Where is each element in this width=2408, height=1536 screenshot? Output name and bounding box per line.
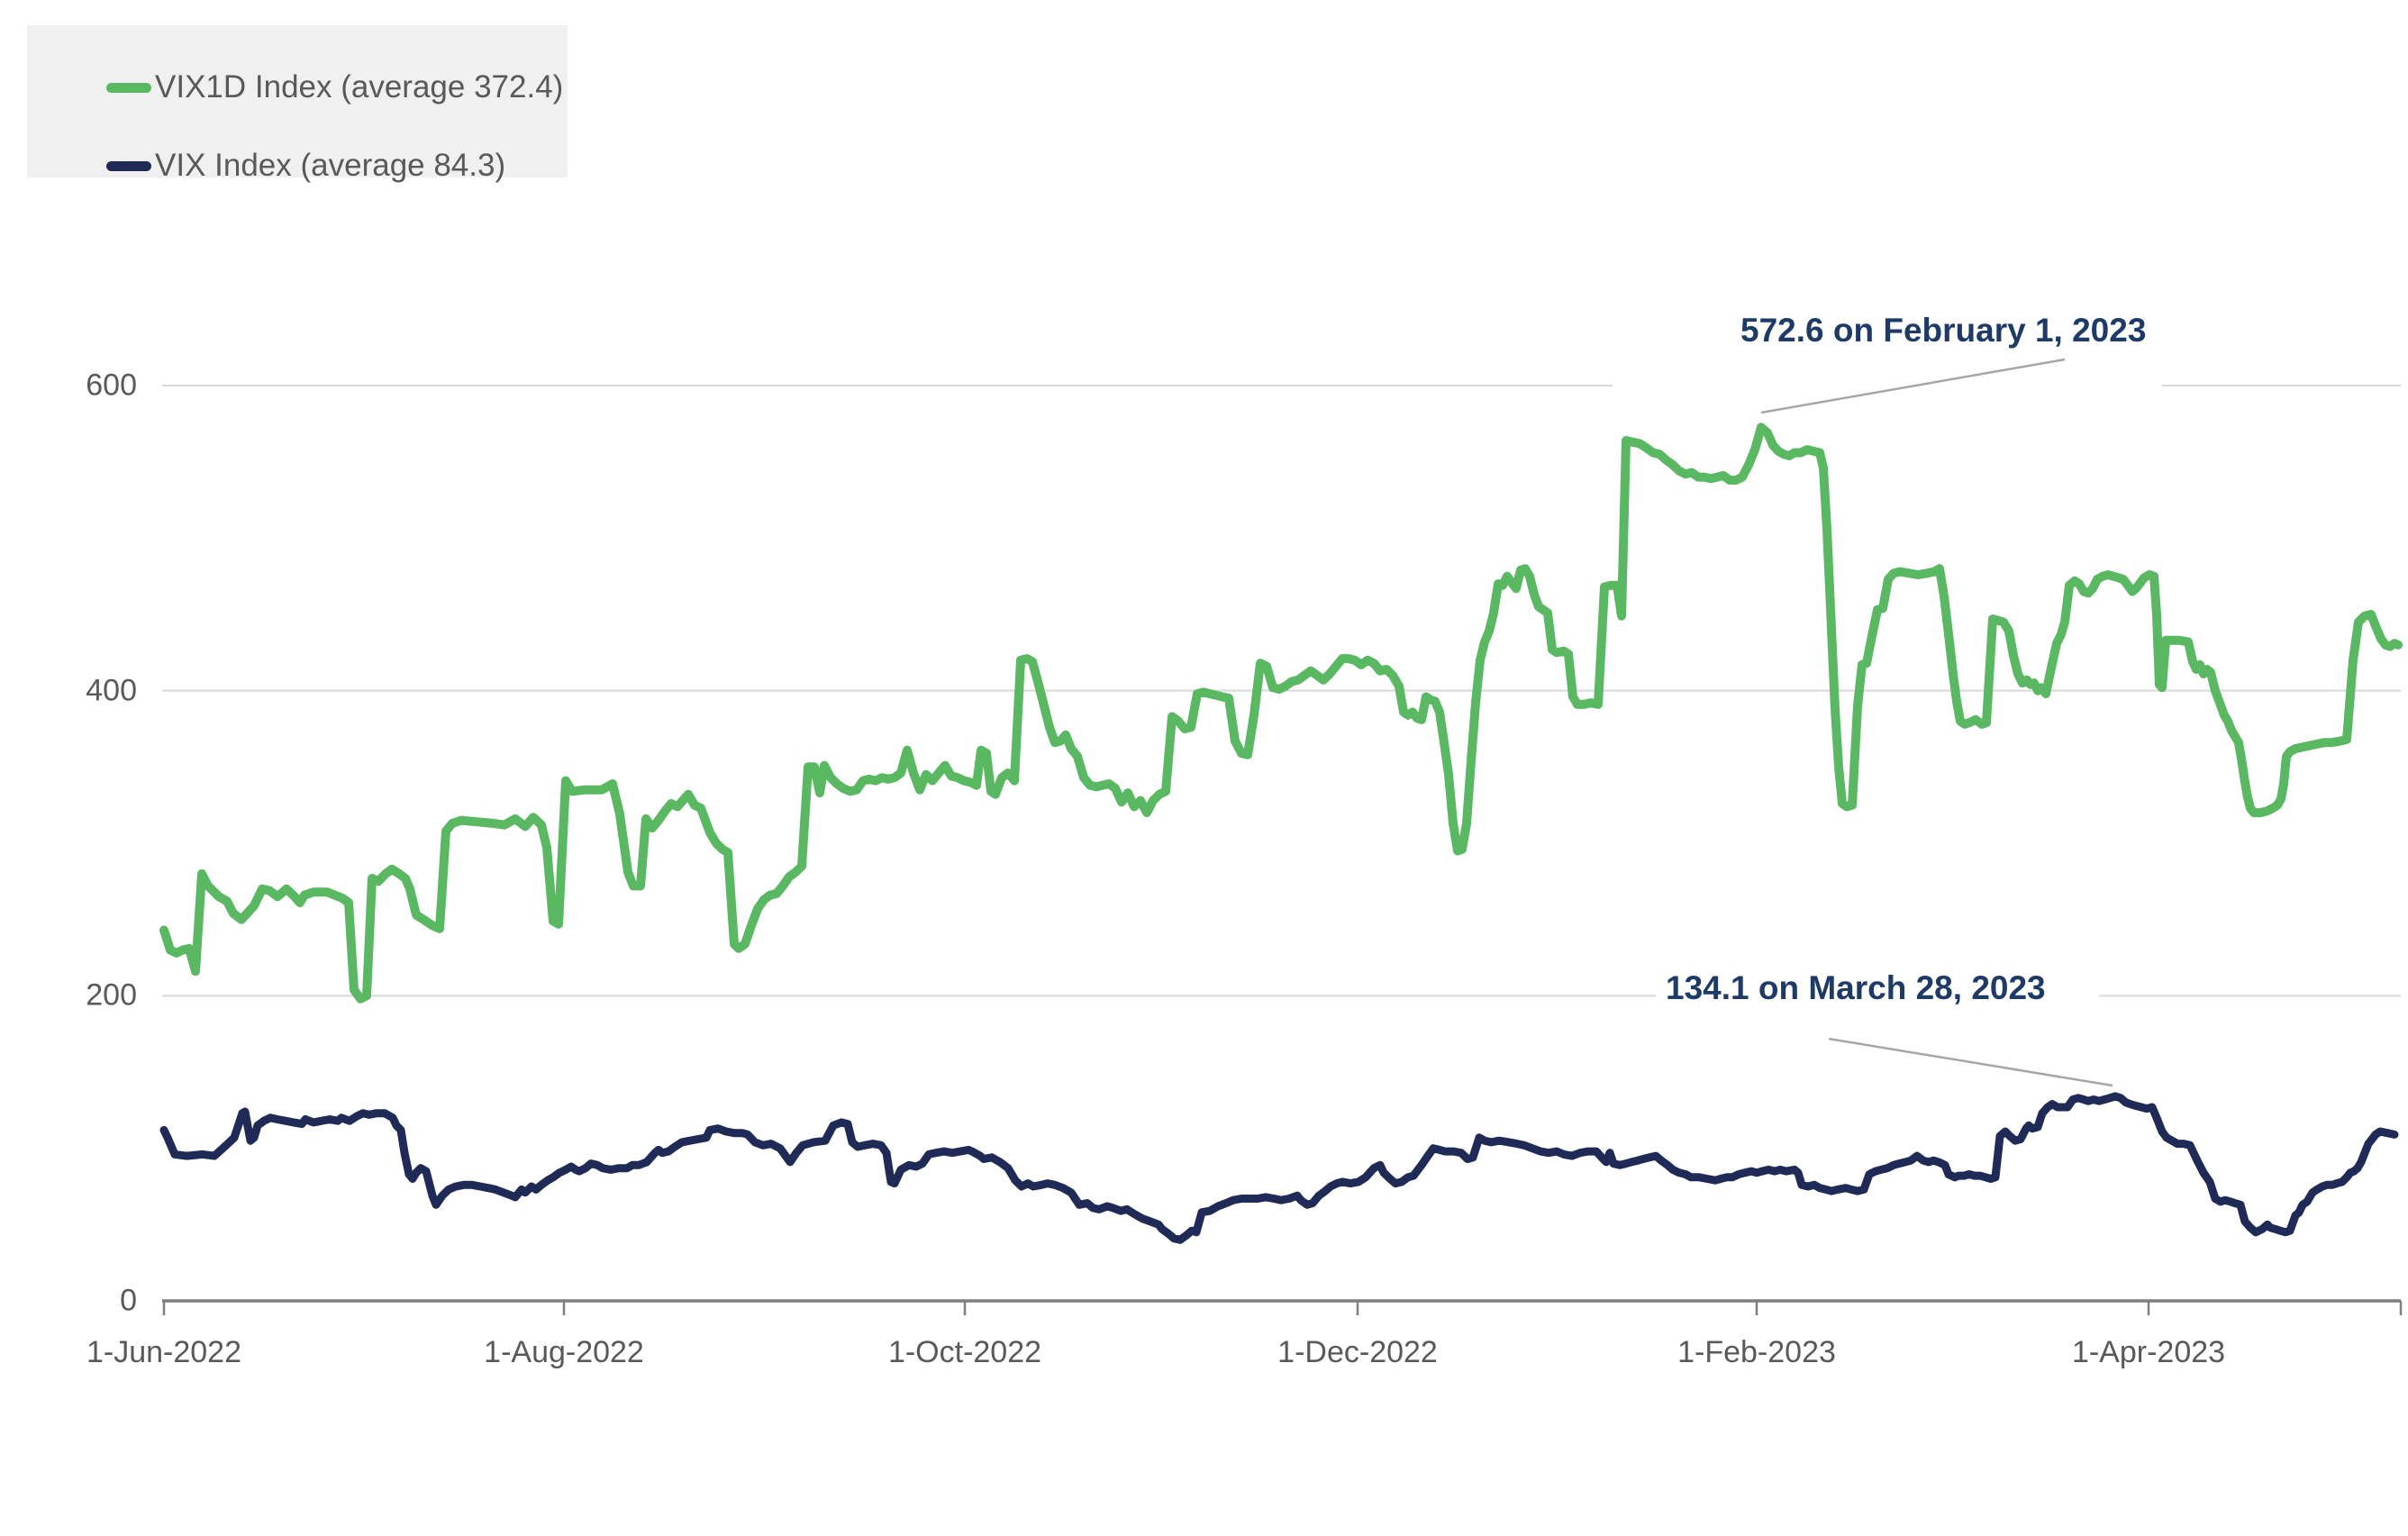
annotation-vix1d-max: 572.6 on February 1, 2023 [1740, 312, 2147, 349]
y-tick-label-400: 400 [86, 673, 137, 708]
x-tick-label-1-Feb-2023: 1-Feb-2023 [1677, 1335, 1836, 1369]
vix1d-line-swatch [106, 82, 151, 93]
annotation-leader-0 [1760, 358, 2066, 414]
legend: VIX1D Index (average 372.4) VIX Index (a… [27, 25, 568, 183]
x-tick-label-1-Oct-2022: 1-Oct-2022 [887, 1335, 1042, 1369]
series-line-vix [159, 1092, 2399, 1244]
legend-item-vix1d: VIX1D Index (average 372.4) [27, 65, 568, 110]
series-line-vix1d [159, 423, 2403, 1004]
x-tick-label-1-Apr-2023: 1-Apr-2023 [2071, 1335, 2226, 1369]
x-tick-label-1-Dec-2022: 1-Dec-2022 [1277, 1335, 1438, 1369]
legend-item-vix: VIX Index (average 84.3) [27, 143, 568, 188]
x-tick-label-1-Jun-2022: 1-Jun-2022 [86, 1335, 242, 1369]
y-tick-label-0: 0 [120, 1283, 137, 1318]
y-tick-label-600: 600 [86, 368, 137, 403]
x-tick-label-1-Aug-2022: 1-Aug-2022 [484, 1335, 644, 1369]
annotation-vix-max: 134.1 on March 28, 2023 [1660, 969, 2051, 1007]
legend-label-vix: VIX Index (average 84.3) [155, 148, 506, 183]
legend-label-vix1d: VIX1D Index (average 372.4) [155, 69, 564, 105]
annotation-leader-1 [1828, 1037, 2113, 1087]
vix-line-swatch [106, 160, 151, 171]
y-tick-label-200: 200 [86, 977, 137, 1013]
